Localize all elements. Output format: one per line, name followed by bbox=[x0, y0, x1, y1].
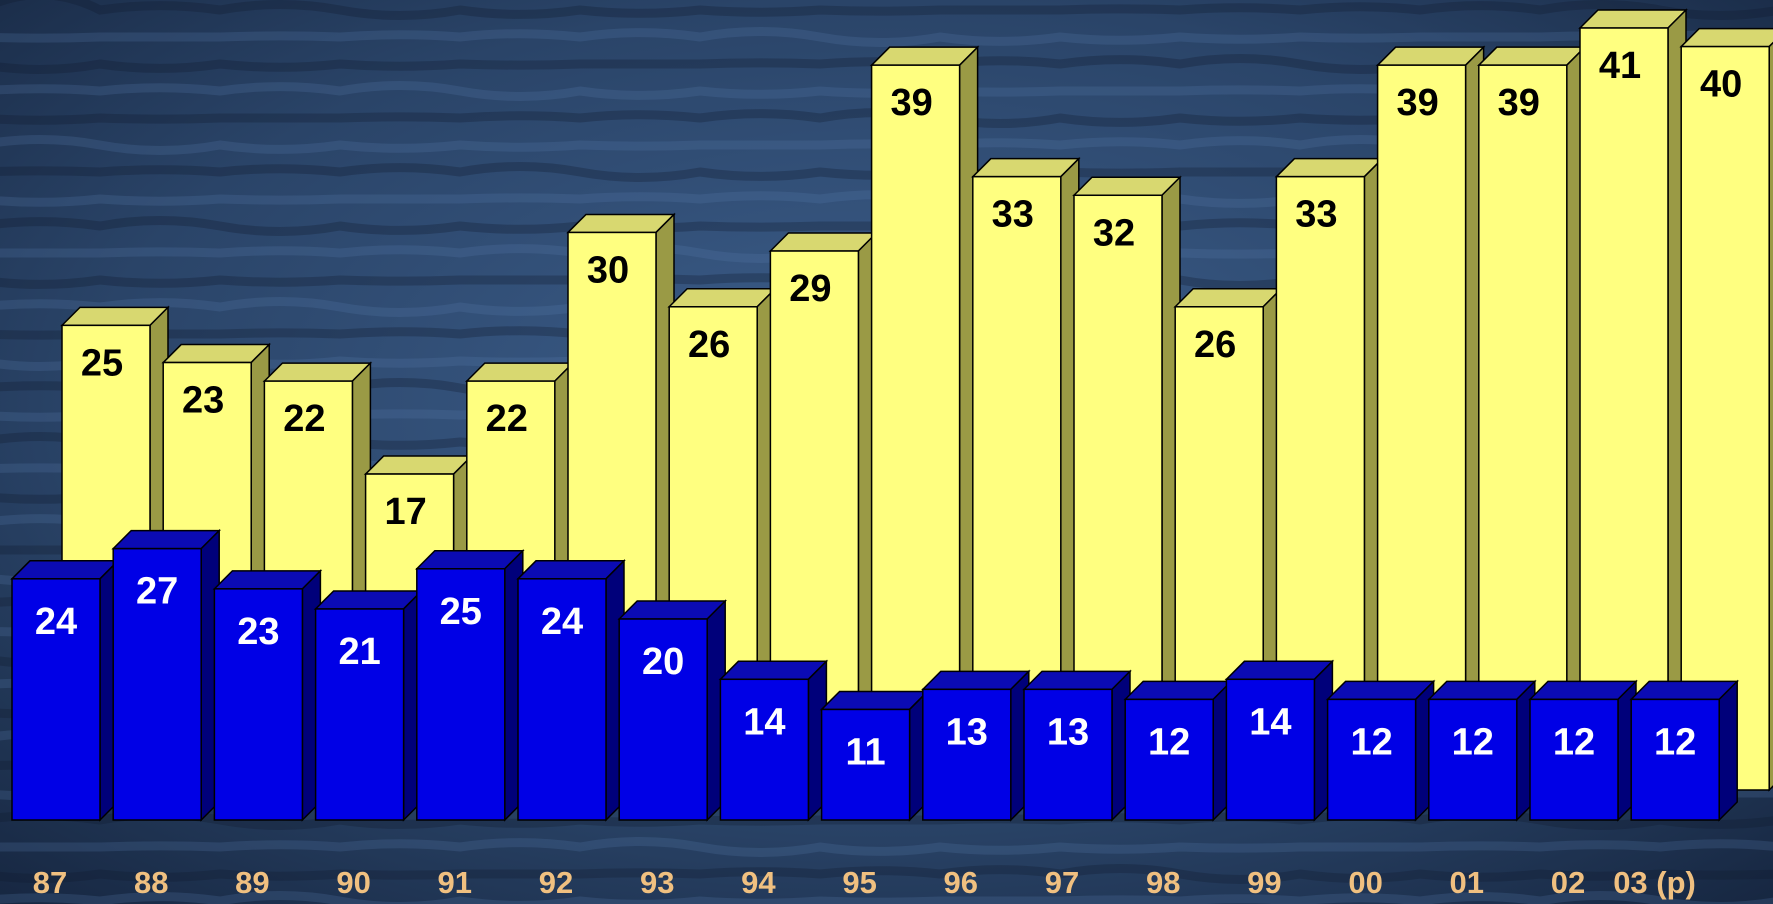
front-bar-value-label: 13 bbox=[1047, 711, 1089, 753]
back-bar-value-label: 29 bbox=[789, 268, 831, 310]
back-bar-value-label: 26 bbox=[1194, 324, 1236, 366]
front-bar bbox=[718, 659, 829, 822]
texture-wave bbox=[0, 0, 1773, 20]
front-bar-face bbox=[719, 678, 810, 821]
category-tick-label: 96 bbox=[944, 865, 978, 900]
front-bar-face bbox=[416, 568, 506, 821]
category-tick-label: 98 bbox=[1146, 865, 1180, 900]
back-bar-value-label: 39 bbox=[1498, 82, 1540, 124]
back-bar-face bbox=[1478, 64, 1568, 791]
back-bar-value-label: 17 bbox=[384, 491, 426, 533]
category-tick-label: 01 bbox=[1450, 865, 1484, 900]
front-bar-face bbox=[618, 618, 708, 821]
category-tick-label: 88 bbox=[134, 865, 168, 900]
back-bar-value-label: 23 bbox=[182, 380, 224, 422]
front-bar-value-label: 20 bbox=[642, 641, 684, 683]
front-bar bbox=[212, 569, 323, 822]
back-bar-value-label: 39 bbox=[1396, 82, 1438, 124]
front-bar-face bbox=[11, 578, 101, 821]
front-bar-value-label: 12 bbox=[1654, 721, 1696, 763]
category-axis: 87 88 89 90 91 92 93 94 95 96 97 98 99 00 01 02 03 (p) bbox=[33, 865, 1696, 900]
front-bar-face bbox=[1630, 698, 1720, 821]
category-tick-label: 97 bbox=[1045, 865, 1079, 900]
back-bar-value-label: 39 bbox=[890, 82, 932, 124]
back-bar bbox=[1375, 45, 1486, 792]
category-tick-label: 92 bbox=[539, 865, 573, 900]
front-bar-value-label: 12 bbox=[1350, 721, 1392, 763]
back-bar-value-label: 40 bbox=[1700, 64, 1742, 106]
category-tick-label: 87 bbox=[33, 865, 67, 900]
front-bar-side bbox=[1718, 679, 1738, 822]
category-tick-label: 02 bbox=[1551, 865, 1585, 900]
back-bar-value-label: 22 bbox=[283, 398, 325, 440]
front-bar bbox=[1224, 659, 1335, 822]
back-bar-value-label: 30 bbox=[587, 249, 629, 291]
back-bar-value-label: 26 bbox=[688, 324, 730, 366]
front-bar-face bbox=[1023, 688, 1113, 821]
front-bar-face bbox=[1225, 678, 1316, 821]
back-bar-value-label: 33 bbox=[992, 194, 1034, 236]
front-bar-value-label: 12 bbox=[1148, 721, 1190, 763]
front-bar-value-label: 24 bbox=[541, 601, 583, 643]
category-tick-label: 03 (p) bbox=[1613, 865, 1696, 900]
front-bar bbox=[1325, 679, 1436, 822]
front-bar-value-label: 27 bbox=[136, 571, 178, 613]
category-tick-label: 89 bbox=[235, 865, 269, 900]
front-bar-value-label: 24 bbox=[35, 601, 77, 643]
front-bar-face bbox=[820, 708, 911, 821]
front-bar-face bbox=[1529, 698, 1619, 821]
back-bar-value-label: 25 bbox=[81, 342, 123, 384]
back-bar-value-label: 33 bbox=[1295, 194, 1337, 236]
front-bar-value-label: 11 bbox=[846, 731, 886, 773]
texture-wave bbox=[0, 27, 1773, 47]
front-bar-value-label: 14 bbox=[743, 701, 785, 743]
front-bar bbox=[1629, 679, 1740, 822]
front-bar bbox=[10, 558, 120, 822]
front-bar-value-label: 14 bbox=[1249, 701, 1291, 743]
category-tick-label: 95 bbox=[842, 865, 876, 900]
front-bar-face bbox=[213, 588, 304, 821]
front-bar-value-label: 12 bbox=[1553, 721, 1595, 763]
back-bar-value-label: 22 bbox=[486, 398, 528, 440]
front-bar bbox=[516, 558, 626, 822]
category-tick-label: 93 bbox=[640, 865, 674, 900]
back-bar bbox=[1578, 8, 1688, 792]
front-bar-value-label: 21 bbox=[338, 631, 380, 673]
category-tick-label: 90 bbox=[336, 865, 370, 900]
category-tick-label: 00 bbox=[1348, 865, 1382, 900]
front-bar-face bbox=[112, 547, 202, 821]
front-bar-face bbox=[1326, 698, 1417, 821]
back-bar-face bbox=[1680, 45, 1770, 791]
front-bar bbox=[313, 589, 424, 822]
front-bar-face bbox=[314, 608, 405, 821]
back-bar-face bbox=[1579, 27, 1669, 791]
back-bar-value-label: 41 bbox=[1599, 45, 1641, 87]
front-bar bbox=[617, 599, 728, 822]
texture-wave bbox=[0, 864, 1773, 884]
front-bar-face bbox=[517, 578, 607, 821]
back-bar-face bbox=[1376, 64, 1467, 791]
front-bar-face bbox=[922, 688, 1012, 821]
front-bar bbox=[1123, 679, 1234, 822]
front-bar-value-label: 13 bbox=[946, 711, 988, 753]
front-bar-face bbox=[1428, 698, 1518, 821]
category-tick-label: 94 bbox=[741, 865, 776, 900]
back-bar-value-label: 32 bbox=[1093, 212, 1135, 254]
front-bar-value-label: 25 bbox=[440, 591, 482, 633]
front-bar-value-label: 23 bbox=[237, 611, 279, 653]
series-front-bars: 24 27 23 21 25 24 20 14 11 13 13 12 14 12 12 12 12 bbox=[10, 528, 1740, 822]
category-tick-label: 91 bbox=[438, 865, 472, 900]
back-bar bbox=[1679, 27, 1773, 792]
texture-wave bbox=[0, 837, 1773, 857]
texture-wave bbox=[0, 891, 1773, 904]
category-tick-label: 99 bbox=[1247, 865, 1281, 900]
front-bar-face bbox=[1124, 698, 1214, 821]
front-bar-value-label: 12 bbox=[1452, 721, 1494, 763]
back-bar bbox=[1476, 45, 1587, 792]
